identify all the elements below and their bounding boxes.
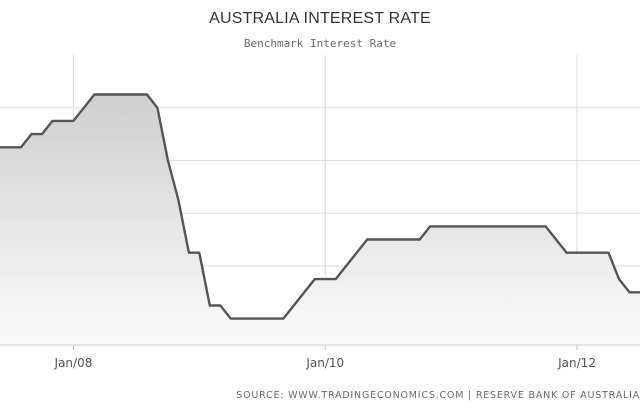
- series-area-fill: [0, 94, 640, 345]
- chart-subtitle: Benchmark Interest Rate: [243, 37, 397, 50]
- series-line: [0, 93, 640, 320]
- source-attribution: SOURCE: WWW.TRADINGECONOMICS.COM | RESER…: [236, 390, 640, 401]
- x-tick-label: Jan/10: [305, 356, 344, 370]
- x-tick-label: Jan/12: [557, 356, 596, 370]
- chart-title: AUSTRALIA INTEREST RATE: [209, 10, 431, 27]
- x-tick-label: Jan/08: [54, 356, 93, 370]
